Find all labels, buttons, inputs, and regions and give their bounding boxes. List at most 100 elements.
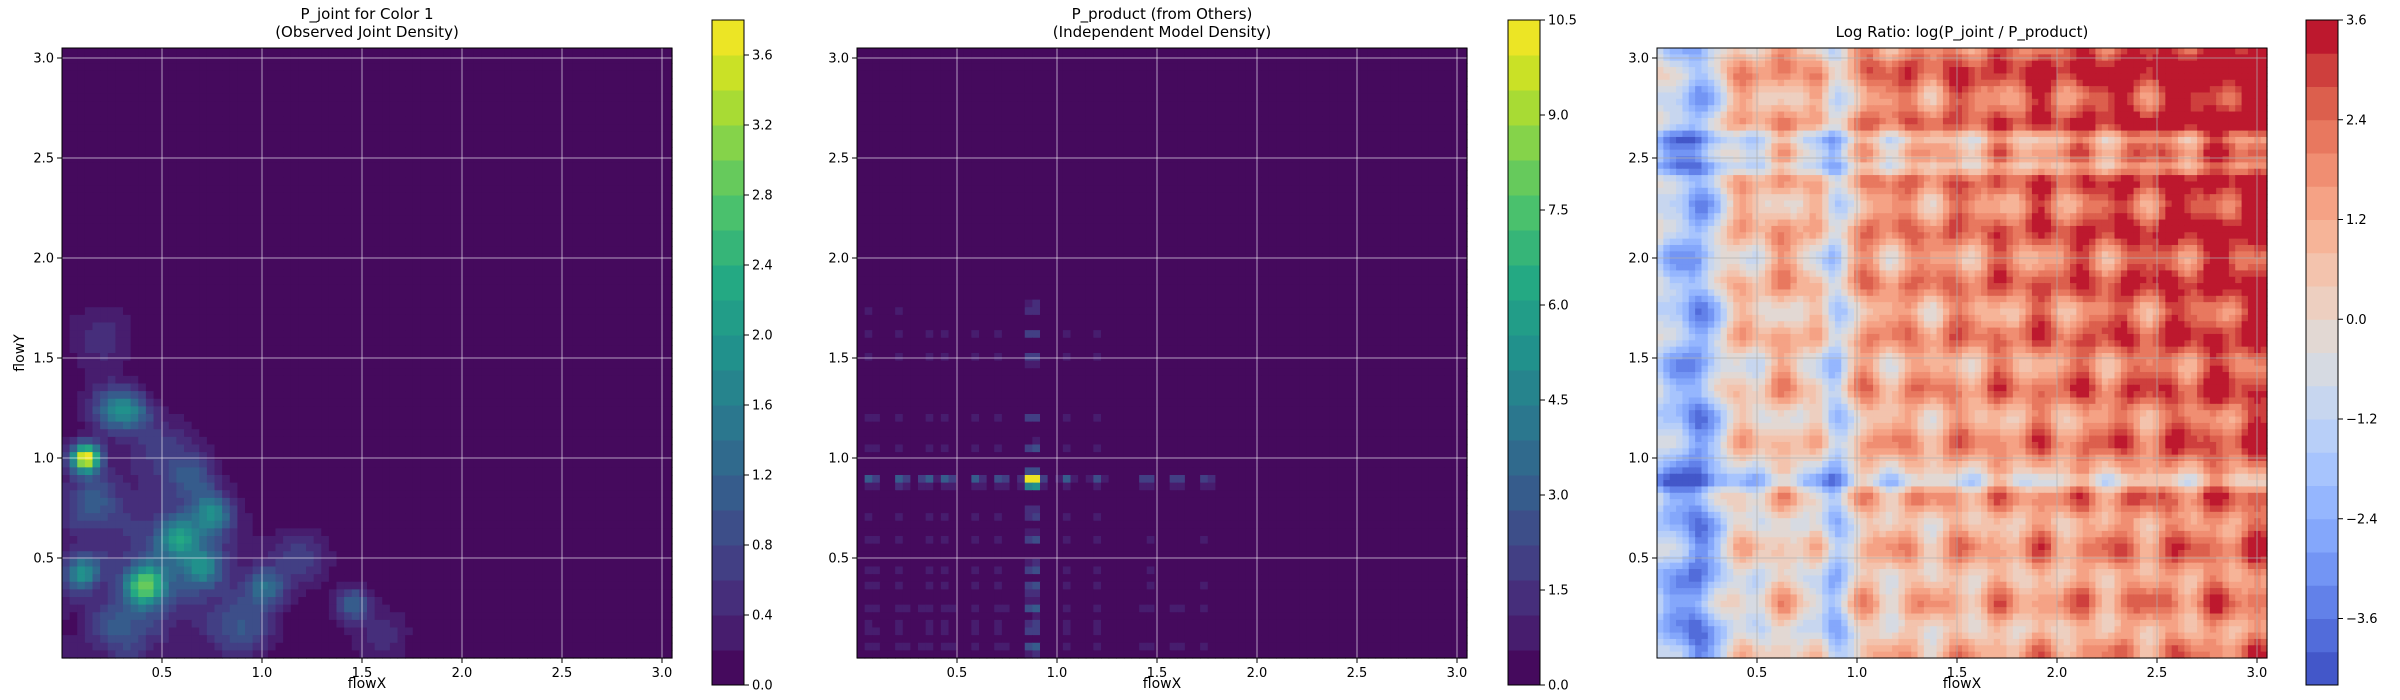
heatmap-cell [611, 238, 620, 247]
heatmap-cell [176, 116, 185, 125]
heatmap-cell [184, 147, 193, 156]
heatmap-cell [275, 215, 284, 224]
heatmap-cell [534, 421, 543, 430]
heatmap-cell [565, 208, 574, 217]
heatmap-cell [466, 444, 475, 453]
heatmap-cell [633, 459, 643, 468]
heatmap-cell [199, 353, 208, 362]
heatmap-cell [161, 154, 170, 163]
heatmap-cell [306, 276, 315, 285]
heatmap-cell [588, 177, 597, 186]
heatmap-cell [123, 482, 132, 491]
heatmap-cell [359, 78, 368, 87]
heatmap-cell [496, 124, 505, 133]
heatmap-cell [588, 513, 597, 522]
heatmap-cell [481, 391, 490, 400]
heatmap-cell [626, 337, 635, 346]
heatmap-cell [473, 147, 482, 156]
heatmap-cell [466, 55, 475, 64]
heatmap-cell [443, 124, 452, 133]
heatmap-cell [412, 109, 421, 118]
heatmap-cell [420, 185, 429, 194]
heatmap-cell [100, 459, 109, 468]
heatmap-cell [382, 490, 391, 499]
heatmap-cell [100, 238, 109, 247]
heatmap-cell [649, 276, 658, 285]
heatmap-cell [69, 391, 78, 400]
heatmap-cell [237, 284, 246, 293]
heatmap-cell [77, 497, 86, 507]
heatmap-cell [405, 391, 414, 400]
heatmap-cell [397, 322, 406, 331]
heatmap-cell [435, 421, 444, 430]
heatmap-cell [572, 368, 582, 377]
heatmap-cell [458, 208, 467, 217]
heatmap-cell [420, 353, 429, 362]
heatmap-cell [458, 307, 467, 316]
heatmap-cell [145, 505, 155, 514]
heatmap-cell [626, 299, 635, 308]
heatmap-cell [199, 444, 208, 453]
heatmap-cell [588, 467, 597, 476]
heatmap-cell [100, 63, 109, 72]
heatmap-cell [367, 307, 376, 316]
heatmap-cell [511, 459, 521, 468]
heatmap-cell [191, 368, 200, 377]
heatmap-cell [618, 208, 627, 217]
heatmap-cell [290, 398, 299, 407]
heatmap-cell [321, 299, 330, 308]
heatmap-cell [382, 109, 391, 118]
heatmap-cell [290, 154, 299, 163]
heatmap-cell [580, 246, 589, 255]
heatmap-cell [184, 185, 193, 194]
heatmap-cell [496, 490, 505, 499]
heatmap-cell [367, 269, 376, 278]
heatmap-cell [405, 269, 414, 278]
heatmap-cell [443, 429, 452, 438]
heatmap-cell [428, 63, 437, 72]
heatmap-cell [100, 497, 109, 507]
heatmap-cell [664, 208, 673, 217]
heatmap-cell [145, 93, 155, 102]
heatmap-cell [389, 48, 399, 57]
heatmap-cell [626, 109, 635, 118]
heatmap-cell [161, 238, 170, 247]
heatmap-cell [184, 314, 193, 324]
heatmap-cell [191, 63, 200, 72]
heatmap-cell [595, 429, 604, 438]
heatmap-cell [344, 505, 353, 514]
heatmap-cell [481, 131, 490, 141]
heatmap-cell [206, 284, 216, 293]
heatmap-cell [397, 238, 406, 247]
heatmap-cell [473, 353, 482, 362]
heatmap-cell [275, 292, 284, 301]
heatmap-cell [222, 86, 231, 95]
heatmap-cell [450, 185, 460, 194]
heatmap-cell [588, 147, 597, 156]
heatmap-cell [328, 261, 338, 270]
heatmap-cell [267, 246, 277, 255]
heatmap-cell [344, 429, 353, 438]
heatmap-cell [496, 55, 505, 64]
heatmap-cell [633, 147, 643, 156]
heatmap-cell [77, 63, 86, 72]
heatmap-cell [473, 116, 482, 125]
heatmap-cell [321, 276, 330, 285]
heatmap-cell [565, 63, 574, 72]
heatmap-cell [84, 444, 94, 453]
heatmap-cell [572, 55, 582, 64]
heatmap-cell [473, 406, 482, 415]
heatmap-cell [199, 368, 208, 377]
heatmap-cell [161, 63, 170, 72]
heatmap-cell [618, 154, 627, 163]
heatmap-cell [283, 192, 292, 202]
heatmap-cell [176, 414, 185, 423]
heatmap-cell [580, 368, 589, 377]
heatmap-cell [603, 261, 612, 270]
heatmap-cell [191, 459, 200, 468]
heatmap-cell [328, 55, 338, 64]
heatmap-cell [389, 505, 399, 514]
heatmap-cell [389, 70, 399, 80]
heatmap-cell [313, 436, 322, 446]
heatmap-cell [519, 162, 528, 171]
